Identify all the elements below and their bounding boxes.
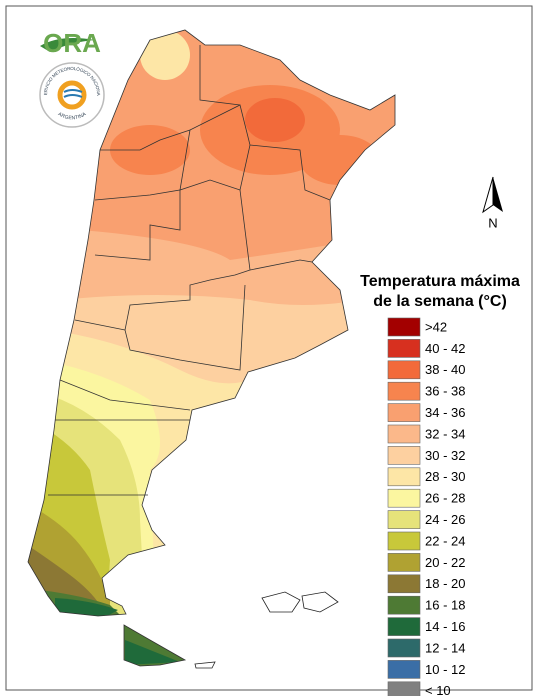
- legend-label: 24 - 26: [425, 512, 465, 527]
- legend-label: 10 - 12: [425, 662, 465, 677]
- legend-swatch: [387, 617, 421, 636]
- legend-label: 28 - 30: [425, 469, 465, 484]
- north-label: N: [488, 215, 497, 230]
- legend-swatch: [387, 638, 421, 658]
- legend-label: 18 - 20: [425, 576, 465, 591]
- badge-waves: [63, 89, 83, 98]
- legend-label: 20 - 22: [425, 555, 465, 570]
- legend-swatch: [387, 681, 421, 696]
- legend-label: 14 - 16: [425, 619, 465, 634]
- legend-swatch: [387, 403, 421, 422]
- legend-swatch: [387, 381, 421, 401]
- legend-swatch: [387, 510, 421, 529]
- legend-swatch: [387, 660, 421, 679]
- badge-emblem: [57, 80, 87, 110]
- legend-swatch: [387, 424, 421, 444]
- legend-label: 12 - 14: [425, 640, 465, 655]
- legend-title: de la semana (°C): [373, 293, 507, 310]
- legend-swatch: [387, 531, 421, 551]
- legend-swatch: [387, 467, 421, 487]
- legend-label: 34 - 36: [425, 405, 465, 420]
- islands: [194, 591, 339, 669]
- legend-label: >42: [425, 319, 447, 334]
- legend-swatch: [387, 553, 421, 572]
- province-borders: [27, 29, 396, 667]
- logo-name: ORA: [43, 28, 101, 58]
- legend-title: Temperatura máxima: [360, 273, 520, 290]
- legend-label: 30 - 32: [425, 448, 465, 463]
- logo-swoosh: [40, 38, 95, 52]
- north-arrow: N: [482, 176, 503, 230]
- legend-label: 26 - 28: [425, 491, 465, 506]
- legend-swatch: [387, 446, 421, 465]
- legend-label: 38 - 40: [425, 362, 465, 377]
- legend-swatch: [387, 574, 421, 594]
- legend-swatch: [387, 339, 421, 358]
- legend-label: 22 - 24: [425, 533, 465, 548]
- legend-label: < 10: [425, 683, 451, 696]
- legend-label: 32 - 34: [425, 426, 465, 441]
- legend-swatch: [387, 595, 421, 615]
- legend-swatch: [387, 488, 421, 508]
- legend-swatch: [387, 360, 421, 380]
- badge-bottom-text: ARGENTINA: [56, 111, 88, 122]
- badge-bottom: ARGENTINA: [56, 111, 88, 122]
- legend-label: 36 - 38: [425, 384, 465, 399]
- legend-swatch: [387, 317, 421, 337]
- legend-label: 16 - 18: [425, 598, 465, 613]
- legend-label: 40 - 42: [425, 341, 465, 356]
- legend: >42 40 - 42 38 - 40 36 - 38 34 - 36 32 - 34 30…: [387, 317, 465, 696]
